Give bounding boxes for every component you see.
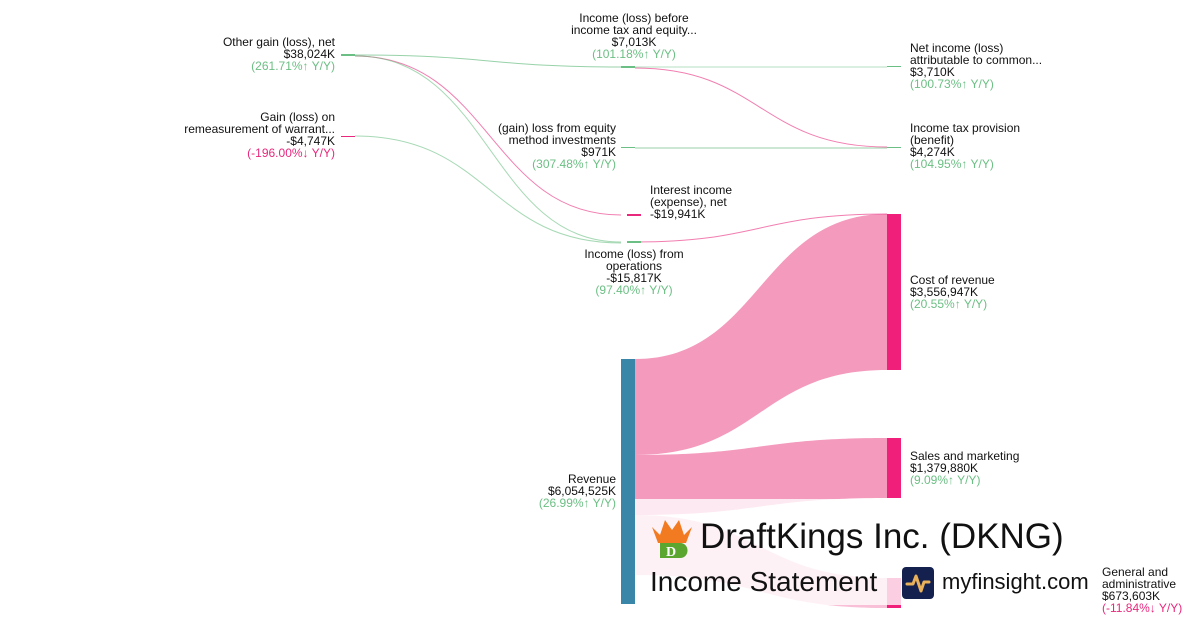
node-change: (101.18%↑ Y/Y)	[592, 47, 676, 61]
flow-operations-cost	[634, 213, 888, 243]
node-change: (-196.00%↓ Y/Y)	[247, 146, 335, 160]
node-value: $6,054,525K	[547, 484, 616, 498]
node-operations[interactable]	[627, 241, 641, 243]
node-name: attributable to common...	[910, 53, 1043, 67]
node-name: Income (loss) from	[584, 247, 684, 261]
label-net-income: Net income (loss) attributable to common…	[910, 42, 1042, 90]
company-title: DraftKings Inc. (DKNG)	[700, 517, 1064, 556]
flow-revenue-cost	[635, 214, 887, 455]
flow-other-operations	[354, 55, 622, 243]
label-cost-revenue: Cost of revenue $3,556,947K (20.55%↑ Y/Y…	[910, 274, 995, 310]
node-tax[interactable]	[887, 147, 901, 148]
node-value: $673,603K	[1102, 589, 1161, 603]
node-value: $7,013K	[611, 35, 657, 49]
node-change: (-11.84%↓ Y/Y)	[1102, 601, 1183, 615]
flow-pretax-tax	[634, 67, 888, 148]
statement-title: Income Statement	[650, 566, 878, 597]
node-value: $38,024K	[283, 47, 335, 61]
node-sales-marketing[interactable]	[887, 438, 901, 498]
node-net-income[interactable]	[887, 66, 901, 67]
node-name: Income tax provision	[910, 121, 1021, 135]
node-change: (100.73%↑ Y/Y)	[910, 77, 994, 91]
node-name: Net income (loss)	[910, 41, 1004, 55]
node-name: Income (loss) before	[579, 11, 689, 25]
node-value: $4,274K	[910, 145, 955, 159]
label-operations: Income (loss) from operations -$15,817K …	[534, 248, 734, 296]
node-interest[interactable]	[627, 214, 641, 216]
node-name: administrative	[1102, 577, 1177, 591]
node-name: (benefit)	[910, 133, 955, 147]
node-name: Revenue	[567, 472, 616, 486]
node-warrant[interactable]	[341, 136, 355, 137]
node-name: Gain (loss) on	[260, 110, 335, 124]
label-sales-marketing: Sales and marketing $1,379,880K (9.09%↑ …	[910, 450, 1019, 486]
node-change: (26.99%↑ Y/Y)	[538, 496, 616, 510]
label-tax: Income tax provision (benefit) $4,274K (…	[910, 122, 1020, 170]
label-other-gain: Other gain (loss), net $38,024K (261.71%…	[223, 36, 335, 72]
label-interest: Interest income (expense), net -$19,941K	[650, 184, 732, 220]
node-equity[interactable]	[621, 147, 635, 148]
node-value: $3,710K	[910, 65, 955, 79]
site-link[interactable]: myfinsight.com	[942, 569, 1089, 594]
node-value: $971K	[581, 145, 616, 159]
node-other-gain[interactable]	[341, 54, 355, 56]
label-revenue: Revenue $6,054,525K (26.99%↑ Y/Y)	[539, 473, 616, 509]
label-equity: (gain) loss from equity method investmen…	[498, 122, 616, 170]
node-value: -$4,747K	[286, 134, 335, 148]
node-change: (104.95%↑ Y/Y)	[910, 157, 994, 171]
node-cost-revenue[interactable]	[887, 214, 901, 370]
node-value: -$15,817K	[606, 271, 662, 285]
flow-other-interest	[354, 55, 622, 216]
node-value: $1,379,880K	[910, 461, 979, 475]
node-change: (307.48%↑ Y/Y)	[532, 157, 616, 171]
node-change: (261.71%↑ Y/Y)	[251, 59, 335, 73]
node-name: remeasurement of warrant...	[184, 122, 335, 136]
node-change: (20.55%↑ Y/Y)	[910, 297, 988, 311]
node-name: (gain) loss from equity	[497, 121, 616, 135]
label-warrant: Gain (loss) on remeasurement of warrant.…	[184, 111, 335, 159]
node-value: -$19,941K	[650, 207, 706, 221]
node-name: Other gain (loss), net	[222, 35, 335, 49]
node-name: Interest income	[650, 183, 733, 197]
node-name: (expense), net	[650, 195, 727, 209]
flow-other-pretax	[354, 54, 622, 68]
node-name: operations	[605, 259, 663, 273]
node-revenue[interactable]	[621, 359, 635, 604]
node-change: (9.09%↑ Y/Y)	[910, 473, 981, 487]
node-name: Cost of revenue	[910, 273, 995, 287]
label-ga: General and administrative $673,603K (-1…	[1102, 566, 1182, 614]
node-value: $3,556,947K	[910, 285, 979, 299]
node-pretax[interactable]	[621, 66, 635, 68]
node-name: General and	[1102, 565, 1169, 579]
flow-warrant-operations	[354, 135, 622, 244]
title-overlay	[635, 499, 1095, 605]
node-name: method investments	[508, 133, 616, 147]
myfinsight-logo-icon	[902, 567, 934, 599]
node-name: Sales and marketing	[910, 449, 1020, 463]
flow-revenue-sales	[635, 438, 887, 515]
node-change: (97.40%↑ Y/Y)	[595, 283, 673, 297]
node-name: income tax and equity...	[571, 23, 697, 37]
label-pretax: Income (loss) before income tax and equi…	[534, 12, 734, 60]
